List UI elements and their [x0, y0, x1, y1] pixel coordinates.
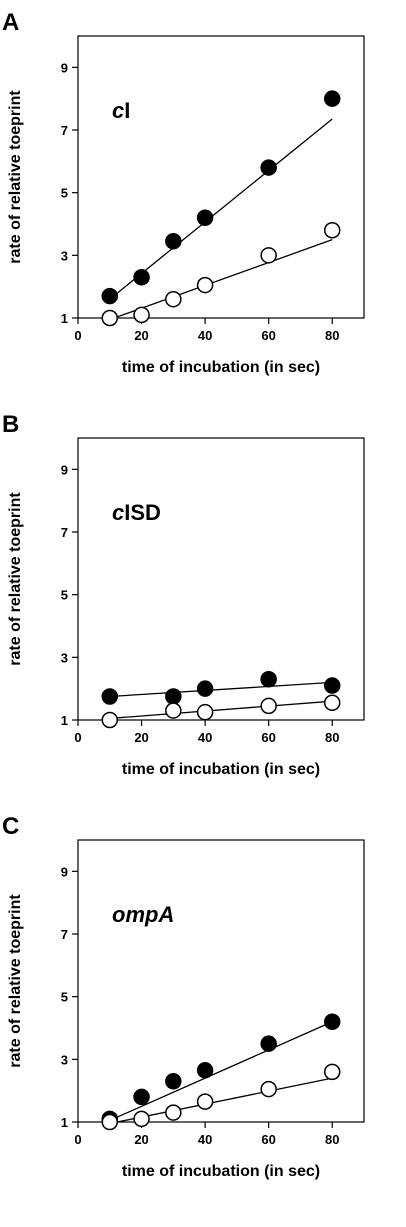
point-filled [323, 90, 341, 107]
series-label-part: ISD [124, 500, 161, 525]
point-open [196, 1093, 214, 1110]
x-tick-label: 40 [198, 730, 212, 745]
series-label-part: I [124, 98, 130, 123]
panel-a: A 1 3 5 7 9 0 20 40 60 80 time of incubation (in se… [2, 9, 365, 376]
panel-b: B 1 3 5 7 9 0 20 40 60 80 time of incubation (in se… [2, 411, 365, 778]
series-label-part: c [112, 500, 124, 525]
x-tick-label: 80 [325, 730, 339, 745]
y-tick-label: 7 [61, 525, 68, 540]
plot-frame [77, 839, 365, 1123]
y-tick-label: 9 [61, 864, 68, 879]
x-tick-label: 60 [261, 328, 275, 343]
panel-letter: B [2, 411, 19, 438]
y-tick-label: 3 [61, 650, 68, 665]
fit-line-open [109, 700, 333, 720]
point-filled [133, 1088, 150, 1106]
y-tick-label: 9 [61, 60, 68, 75]
point-open [323, 1063, 341, 1081]
fit-line-filled [109, 1021, 333, 1122]
point-filled [101, 287, 119, 305]
point-open [323, 222, 341, 239]
x-tick-label: 40 [198, 1132, 212, 1147]
y-tick-label: 5 [61, 588, 68, 603]
point-open [101, 711, 119, 729]
panel-c: C 1 3 5 7 9 0 20 40 60 80 time of incubation (in se… [2, 813, 365, 1180]
point-open [165, 1104, 182, 1121]
x-tick-label: 0 [74, 328, 81, 343]
point-open [323, 694, 341, 712]
x-tick-label: 20 [134, 1132, 148, 1147]
point-open [260, 247, 277, 264]
x-tick-label: 20 [134, 328, 148, 343]
point-open [133, 1110, 150, 1128]
point-filled [165, 232, 182, 250]
point-open [101, 1113, 119, 1131]
series-label-part: c [112, 98, 124, 123]
point-filled [165, 1073, 182, 1090]
point-open [165, 290, 182, 308]
series-label-part: ompA [112, 902, 174, 927]
x-tick-label: 60 [261, 1132, 275, 1147]
x-axis-label: time of incubation (in sec) [122, 1163, 320, 1180]
point-open [260, 697, 277, 715]
point-filled [260, 1035, 277, 1052]
point-filled [196, 1062, 214, 1079]
y-tick-label: 1 [61, 1115, 68, 1130]
point-open [101, 309, 119, 327]
point-filled [323, 1013, 341, 1030]
point-open [133, 306, 150, 324]
y-tick-label: 5 [61, 186, 68, 201]
x-tick-label: 80 [325, 328, 339, 343]
point-open [165, 702, 182, 719]
point-filled [196, 680, 214, 697]
point-filled [165, 688, 182, 705]
y-tick-label: 1 [61, 713, 68, 728]
point-filled [101, 688, 119, 705]
point-filled [196, 209, 214, 226]
y-axis-label: rate of relative toeprint [7, 90, 24, 264]
series-label: cISD [112, 500, 161, 525]
point-filled [133, 269, 150, 286]
plot-frame [77, 437, 365, 721]
y-tick-label: 9 [61, 462, 68, 477]
x-tick-label: 0 [74, 1132, 81, 1147]
fit-line-filled [109, 681, 333, 698]
y-axis-label: rate of relative toeprint [7, 492, 24, 666]
y-tick-label: 3 [61, 1052, 68, 1067]
panel-letter: A [2, 9, 19, 36]
x-tick-label: 0 [74, 730, 81, 745]
point-filled [260, 671, 277, 688]
point-open [196, 276, 214, 294]
y-tick-label: 7 [61, 123, 68, 138]
x-axis-label: time of incubation (in sec) [122, 761, 320, 778]
point-open [196, 703, 214, 721]
x-axis-label: time of incubation (in sec) [122, 359, 320, 376]
point-filled [323, 677, 341, 694]
series-label: ompA [112, 902, 174, 927]
fit-line-open [109, 239, 333, 321]
y-axis-label: rate of relative toeprint [7, 894, 24, 1068]
y-tick-label: 7 [61, 927, 68, 942]
x-tick-label: 40 [198, 328, 212, 343]
y-tick-label: 5 [61, 990, 68, 1005]
x-tick-label: 20 [134, 730, 148, 745]
x-tick-label: 80 [325, 1132, 339, 1147]
point-open [260, 1080, 277, 1098]
panel-letter: C [2, 813, 19, 840]
x-tick-label: 60 [261, 730, 275, 745]
plot-frame [77, 35, 365, 319]
y-tick-label: 3 [61, 248, 68, 263]
fit-line-filled [109, 118, 333, 300]
y-tick-label: 1 [61, 311, 68, 326]
series-label: cI [112, 98, 130, 123]
point-filled [260, 159, 277, 176]
